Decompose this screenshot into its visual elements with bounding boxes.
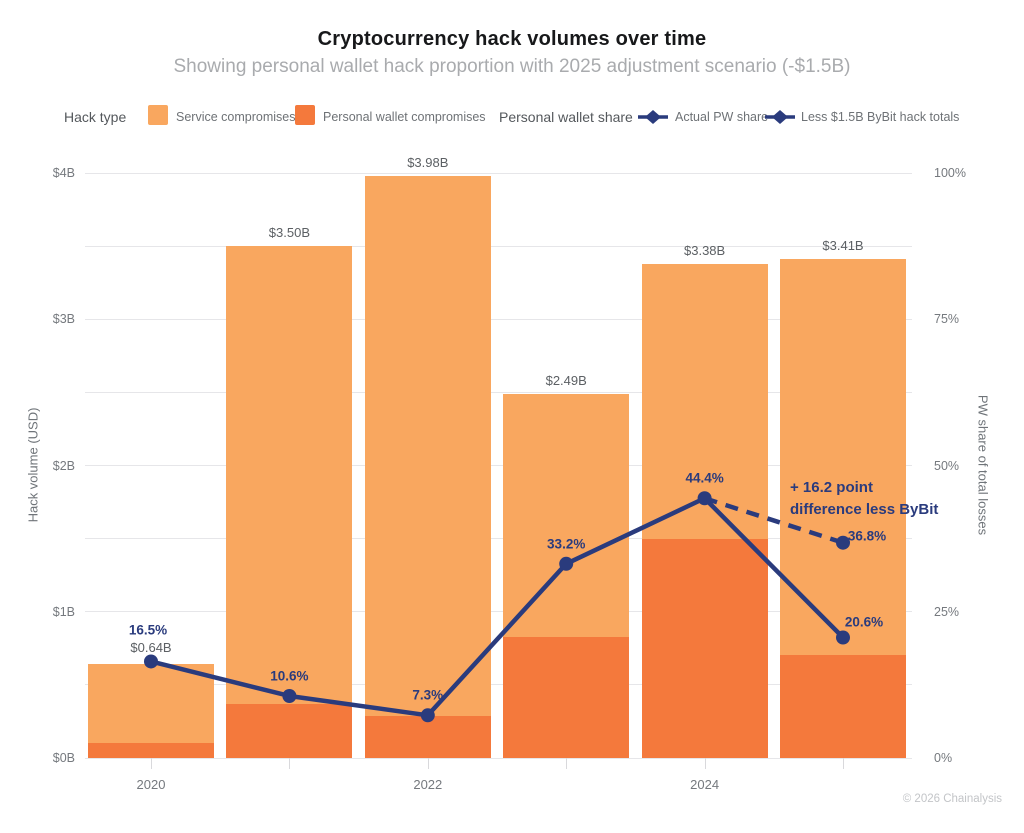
less-bybit-marker-icon: [765, 110, 795, 124]
x-tick-label-2020: 2020: [136, 777, 166, 792]
pw-share-label-2021: 10.6%: [270, 668, 309, 684]
y-tick-right: 0%: [934, 751, 953, 765]
gridline: [85, 391, 912, 393]
gridline: [85, 172, 912, 174]
bar-service-2022: [364, 175, 491, 716]
bybit-difference-annotation: + 16.2 point difference less ByBit: [790, 477, 938, 521]
legend-item-actual-pw-share: Actual PW share: [675, 110, 769, 124]
bar-personal-wallet-2023: [503, 637, 630, 758]
gridline: [85, 465, 912, 466]
bar-value-label-2022: $3.98B: [407, 154, 449, 170]
bar-value-label-2021: $3.50B: [268, 225, 310, 241]
personal-wallet-swatch-icon: [295, 105, 315, 125]
bar-service-2023: [503, 393, 630, 638]
y-tick-right: 75%: [934, 312, 960, 327]
bar-service-2025: [780, 259, 906, 656]
bar-personal-wallet-2021: [226, 703, 353, 758]
pw-share-label-2022: 7.3%: [412, 687, 444, 703]
bar-personal-wallet-2022: [364, 715, 491, 758]
x-tick-mark: [151, 758, 152, 769]
annotation-line-2: difference less ByBit: [790, 501, 939, 518]
x-tick-label-2022: 2022: [413, 777, 443, 792]
bar-value-label-2024: $3.38B: [683, 242, 726, 258]
actual-pw-share-marker-icon: [638, 110, 668, 124]
gridline: [85, 757, 912, 759]
scenario-share-label-2025: 36.8%: [847, 528, 887, 544]
bar-value-label-2023: $2.49B: [545, 372, 587, 388]
y-tick-right: 50%: [934, 458, 960, 473]
x-tick-mark: [843, 758, 844, 769]
bar-value-label-2020: $0.64B: [130, 640, 172, 655]
bar-service-2020: [88, 664, 214, 743]
y-tick-right: 25%: [934, 604, 960, 619]
chart-title: Cryptocurrency hack volumes over time: [317, 28, 707, 50]
gridline: [85, 245, 912, 247]
bar-personal-wallet-2025: [780, 655, 906, 758]
y-axis-title-right: PW share of total losses: [975, 394, 991, 536]
service-compromises-swatch-icon: [148, 105, 168, 125]
bar-service-2021: [226, 246, 353, 704]
legend-group-hack-type: Hack type: [64, 109, 127, 125]
x-tick-mark: [427, 758, 429, 769]
x-tick-mark: [704, 758, 706, 769]
legend-item-less-bybit-hack-totals: Less $1.5B ByBit hack totals: [801, 110, 960, 124]
y-tick-left: $1B: [52, 604, 75, 619]
pw-share-label-2020: 16.5%: [128, 622, 168, 638]
y-tick-left: $3B: [52, 312, 75, 327]
x-tick-label-2024: 2024: [690, 777, 720, 792]
bar-personal-wallet-2024: [641, 538, 768, 758]
pw-share-label-2023: 33.2%: [547, 536, 586, 552]
pw-share-label-2024: 44.4%: [685, 470, 724, 486]
y-tick-left: $4B: [52, 166, 75, 180]
bar-personal-wallet-2020: [88, 742, 214, 758]
x-tick-mark: [566, 758, 568, 769]
y-tick-right: 100%: [934, 166, 966, 180]
bar-value-label-2025: $3.41B: [822, 238, 864, 254]
bar-service-2024: [641, 263, 768, 539]
y-tick-left: $0B: [52, 751, 75, 765]
legend-item-personal-wallet-compromises: Personal wallet compromises: [323, 110, 486, 124]
copyright-footer: © 2026 Chainalysis: [902, 793, 1002, 805]
annotation-line-1: + 16.2 point: [790, 479, 873, 496]
x-tick-mark: [289, 758, 291, 769]
pw-share-label-2025: 20.6%: [844, 614, 884, 630]
chart-subtitle: Showing personal wallet hack proportion …: [173, 56, 851, 77]
y-tick-left: $2B: [52, 458, 75, 473]
gridline: [85, 318, 912, 320]
legend-group-pw-share: Personal wallet share: [499, 109, 633, 125]
legend-item-service-compromises: Service compromises: [176, 110, 296, 124]
